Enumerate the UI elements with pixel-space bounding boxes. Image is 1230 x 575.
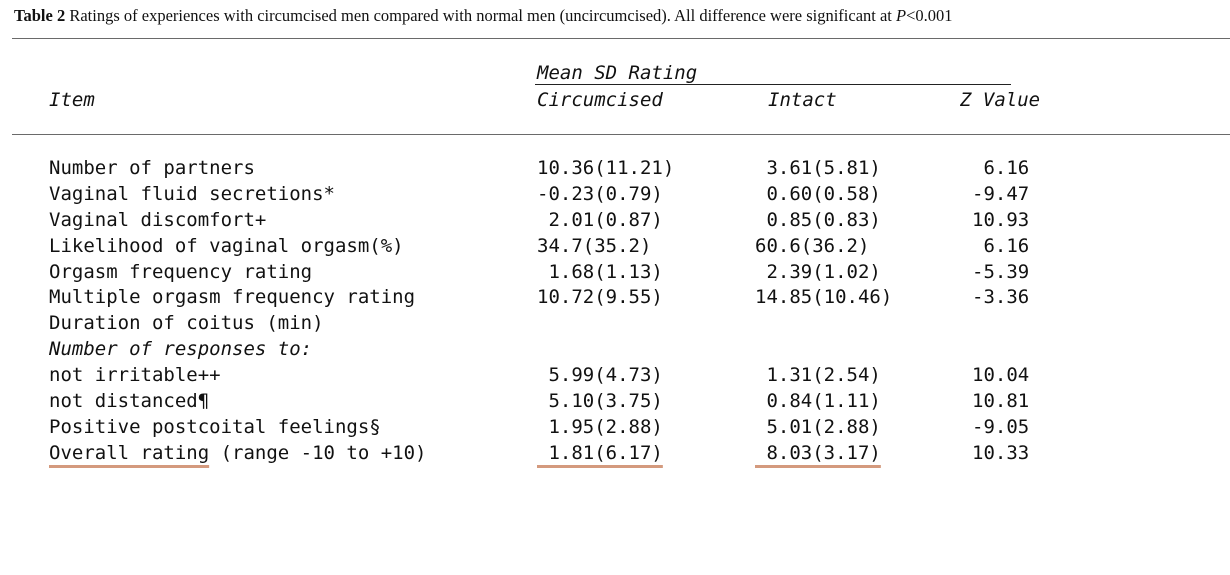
intact-cell: 14.85(10.46) [755,286,893,309]
table-body: Number of partners 10.36(11.21) 3.61(5.8… [0,156,1230,467]
z-value-cell: -9.47 [972,182,1030,205]
intact-cell: 8.03(3.17) [755,441,881,467]
overall-rating-range: (range -10 to +10) [209,441,427,464]
item-cell: Multiple orgasm frequency rating [49,286,416,309]
intact-cell: 2.39(1.02) [755,260,881,283]
column-header-item: Item [49,89,95,111]
z-value-cell: 10.81 [972,390,1030,413]
table-row: Duration of coitus (min) [0,311,1230,337]
item-cell: Duration of coitus (min) [49,312,324,335]
table-row-overall-rating: Overall rating (range -10 to +10) 1.81(6… [0,441,1230,467]
circumcised-cell: 5.99(4.73) [537,364,663,387]
item-cell: Positive postcoital feelings§ [49,415,381,438]
table-caption: Table 2 Ratings of experiences with circ… [14,6,1224,26]
z-value-cell: -5.39 [972,260,1030,283]
column-header-circumcised: Circumcised [537,89,663,111]
circumcised-cell: 34.7(35.2) [537,234,652,257]
z-value-cell: 10.33 [972,441,1030,464]
item-cell: Orgasm frequency rating [49,260,313,283]
header-rule [12,134,1230,135]
table-row: Positive postcoital feelings§ 1.95(2.88)… [0,415,1230,441]
item-cell: not irritable++ [49,364,221,387]
caption-text: Ratings of experiences with circumcised … [65,6,897,25]
z-value-cell: 6.16 [972,234,1030,257]
z-value-cell: -3.36 [972,286,1030,309]
circumcised-cell: 10.72(9.55) [537,286,663,309]
z-value-cell: -9.05 [972,415,1030,438]
intact-cell: 0.60(0.58) [755,182,881,205]
table-row: Orgasm frequency rating 1.68(1.13) 2.39(… [0,260,1230,286]
caption-label: Table 2 [14,6,66,25]
intact-cell: 60.6(36.2) [755,234,870,257]
intact-value-highlight: 8.03(3.17) [755,441,881,464]
circumcised-cell: 5.10(3.75) [537,390,663,413]
circumcised-cell: 1.81(6.17) [537,441,663,467]
table-row: Likelihood of vaginal orgasm(%) 34.7(35.… [0,234,1230,260]
table-row: Multiple orgasm frequency rating 10.72(9… [0,285,1230,311]
circumcised-cell: -0.23(0.79) [537,182,663,205]
item-cell: Likelihood of vaginal orgasm(%) [49,234,404,257]
item-cell: Vaginal discomfort+ [49,208,267,231]
caption-p-symbol: P [896,6,907,25]
intact-cell: 1.31(2.54) [755,364,881,387]
circumcised-cell: 10.36(11.21) [537,157,675,179]
intact-cell: 3.61(5.81) [755,157,881,179]
item-cell: Number of partners [49,157,255,179]
overall-rating-highlight: Overall rating [49,441,210,464]
item-cell: not distanced¶ [49,390,210,413]
section-heading-cell: Number of responses to: [49,338,313,361]
column-header-intact: Intact [768,89,837,111]
table-row: Vaginal discomfort+ 2.01(0.87) 0.85(0.83… [0,208,1230,234]
column-header-z-value: Z Value [960,89,1041,111]
intact-cell: 0.84(1.11) [755,390,881,413]
top-rule [12,38,1230,39]
item-cell: Overall rating (range -10 to +10) [49,441,427,467]
intact-cell: 5.01(2.88) [755,415,881,438]
group-header-underline [535,84,1011,85]
circumcised-cell: 1.95(2.88) [537,415,663,438]
z-value-cell: 10.04 [972,364,1030,387]
intact-cell: 0.85(0.83) [755,208,881,231]
z-value-cell: 6.16 [972,157,1030,179]
circumcised-cell: 2.01(0.87) [537,208,663,231]
table-row: not distanced¶ 5.10(3.75) 0.84(1.11) 10.… [0,389,1230,415]
circumcised-value-highlight: 1.81(6.17) [537,441,663,464]
caption-p-threshold: <0.001 [906,6,953,25]
circumcised-cell: 1.68(1.13) [537,260,663,283]
table-row: Number of partners 10.36(11.21) 3.61(5.8… [0,156,1230,182]
table-row: not irritable++ 5.99(4.73) 1.31(2.54) 10… [0,363,1230,389]
table-row-section-heading: Number of responses to: [0,337,1230,363]
group-header-mean-sd-rating: Mean SD Rating [537,62,698,84]
table-row: Vaginal fluid secretions* -0.23(0.79) 0.… [0,182,1230,208]
z-value-cell: 10.93 [972,208,1030,231]
item-cell: Vaginal fluid secretions* [49,182,335,205]
